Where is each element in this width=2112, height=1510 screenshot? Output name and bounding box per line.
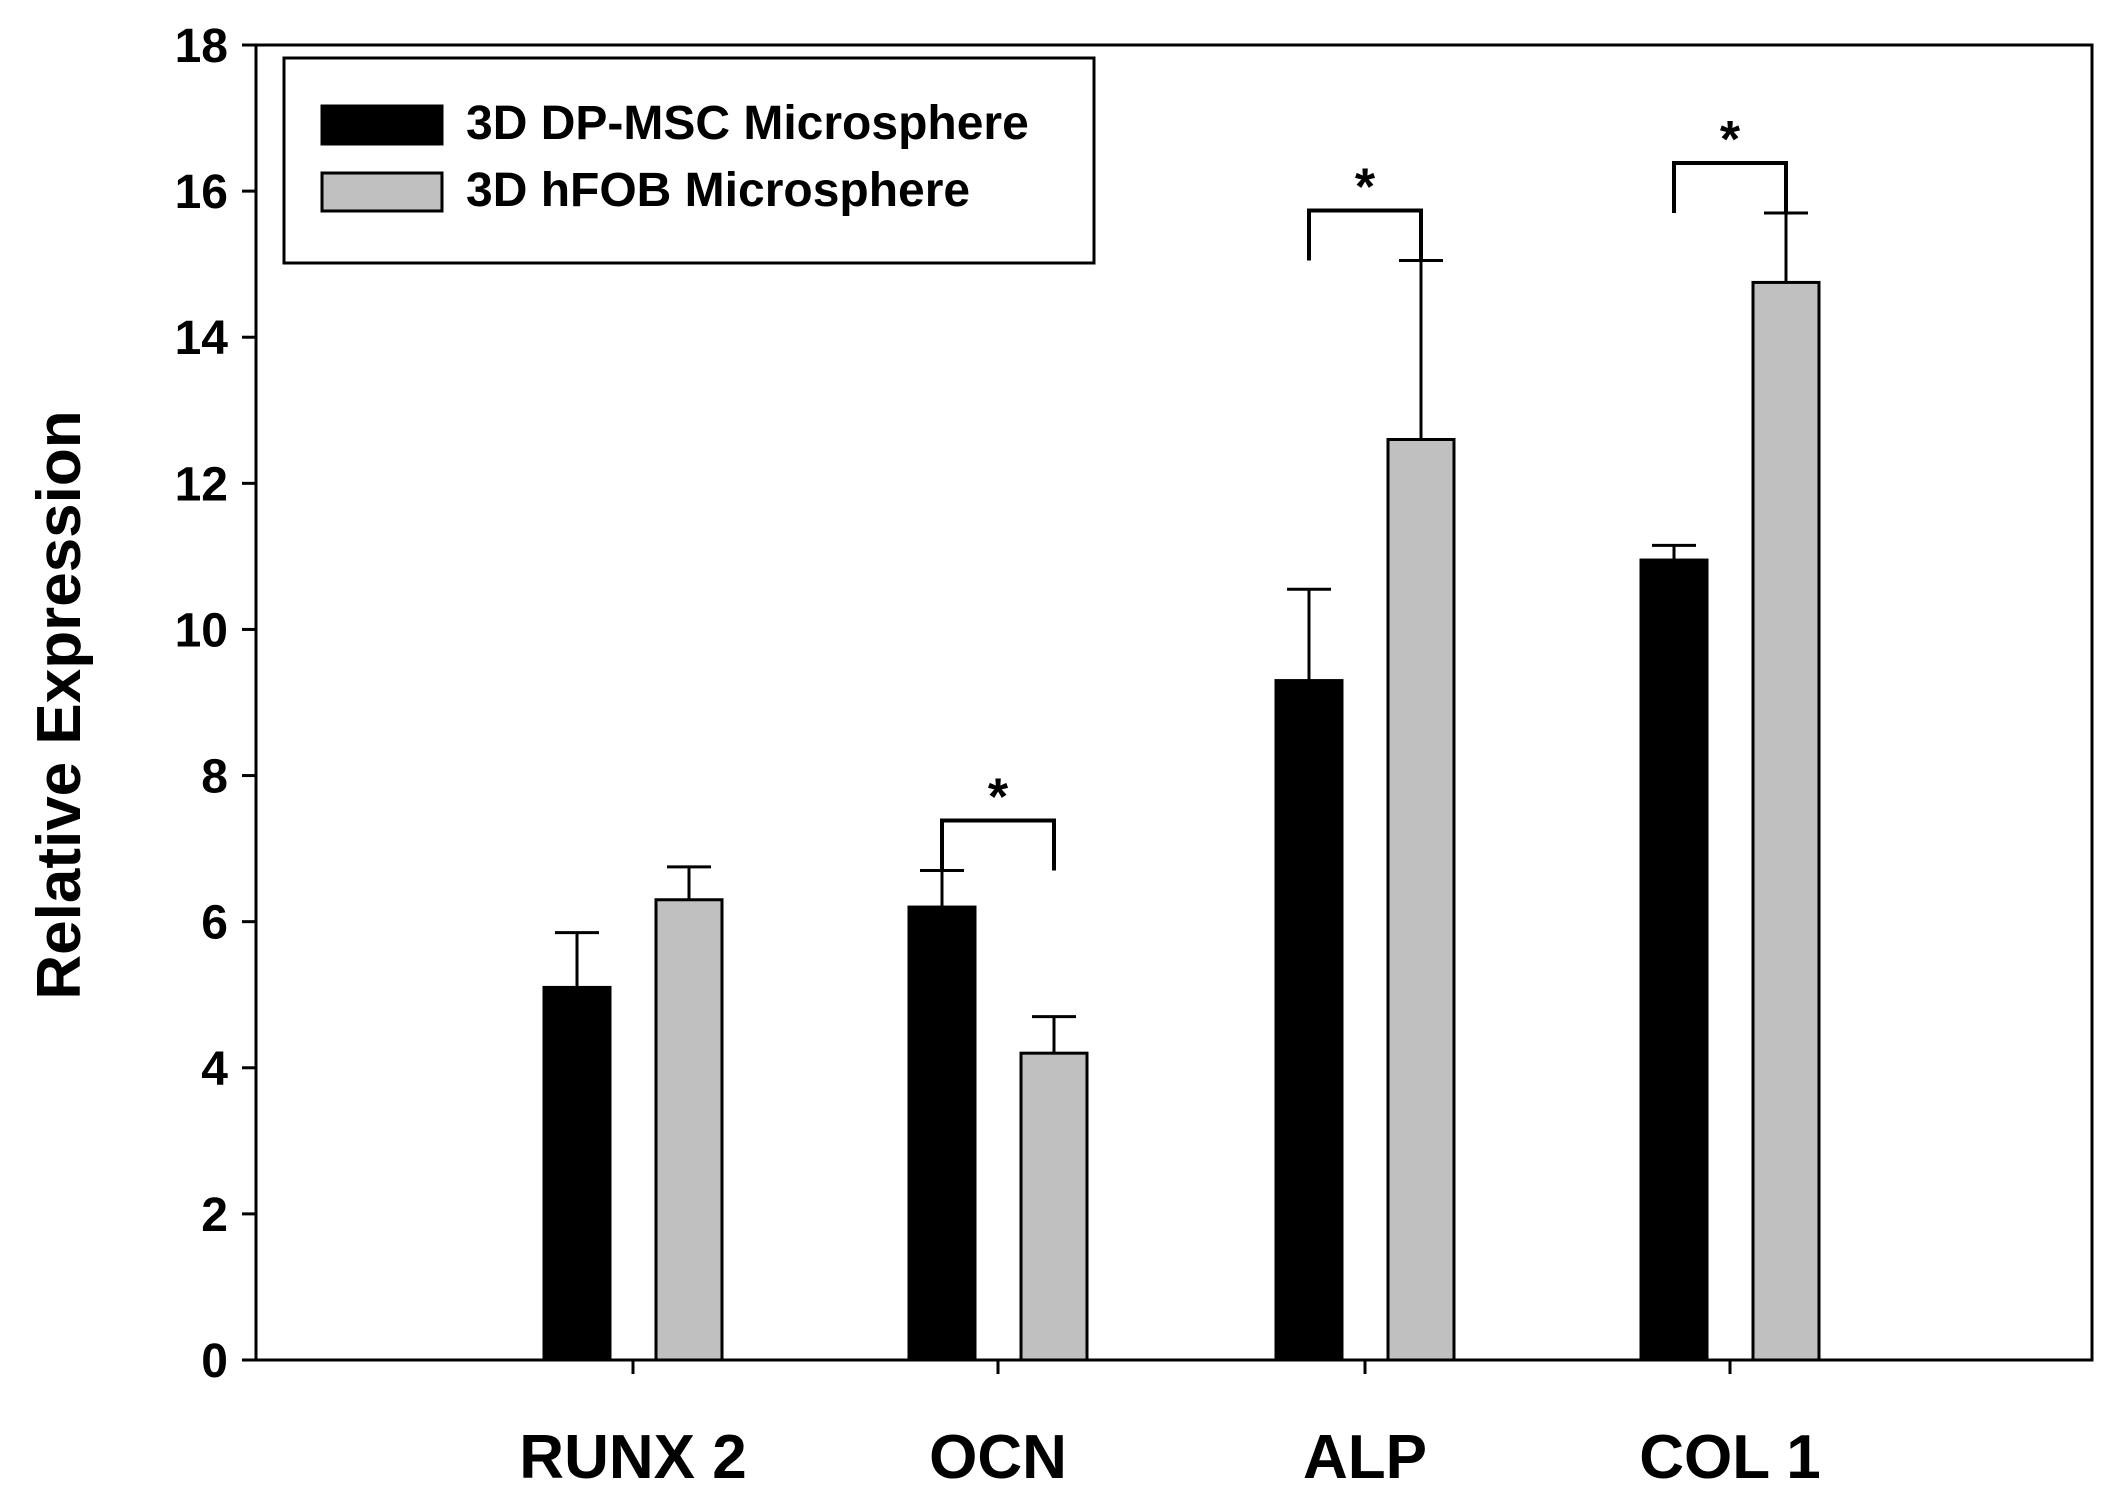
- legend-swatch: [320, 104, 444, 146]
- legend-box: [282, 56, 1096, 265]
- plot-frame: [254, 43, 2094, 1362]
- y-tick-label: 18: [175, 20, 228, 73]
- x-tick-label: RUNX 2: [519, 1423, 746, 1492]
- y-tick-label: 2: [201, 1189, 228, 1242]
- x-tick-label: ALP: [1303, 1423, 1427, 1492]
- significance-bracket: [1307, 208, 1423, 261]
- bar-dp-msc: [1274, 679, 1344, 1362]
- legend: 3D DP-MSC Microsphere 3D hFOB Microsphere: [282, 56, 1096, 265]
- significance-label: *: [1720, 111, 1741, 169]
- significance-bracket: [940, 818, 1056, 871]
- y-tick-label: 14: [175, 312, 229, 365]
- legend-label: 3D DP-MSC Microsphere: [466, 97, 1029, 150]
- significance-label: *: [1355, 159, 1376, 217]
- legend-swatch: [320, 171, 444, 213]
- significance-label: *: [988, 769, 1009, 827]
- y-tick-label: 8: [201, 751, 228, 804]
- y-tick-label: 12: [175, 458, 228, 511]
- y-axis-title-group: Relative Expression: [25, 410, 94, 999]
- x-tick-label: COL 1: [1639, 1423, 1820, 1492]
- significance-bracket: [1672, 161, 1788, 214]
- x-tick-label: OCN: [929, 1423, 1067, 1492]
- y-tick-label: 6: [201, 897, 228, 950]
- bar-hfob: [1751, 280, 1821, 1362]
- y-tick-label: 10: [175, 604, 228, 657]
- bar-hfob: [1019, 1051, 1089, 1362]
- y-tick-label: 0: [201, 1335, 228, 1388]
- bar-dp-msc: [542, 985, 612, 1362]
- legend-label: 3D hFOB Microsphere: [466, 164, 970, 217]
- y-tick-label: 16: [175, 166, 228, 219]
- plot-area: 0 2 4 6 8 10 12 14 16 18 RUNX 2 OCN ALP COL 1 * * *: [175, 20, 2094, 1492]
- y-tick-label: 4: [201, 1043, 228, 1096]
- y-axis-title: Relative Expression: [25, 410, 94, 999]
- bar-dp-msc: [1639, 558, 1709, 1362]
- bar-hfob: [1386, 438, 1456, 1362]
- bar-hfob: [654, 898, 724, 1362]
- bar-dp-msc: [907, 905, 977, 1362]
